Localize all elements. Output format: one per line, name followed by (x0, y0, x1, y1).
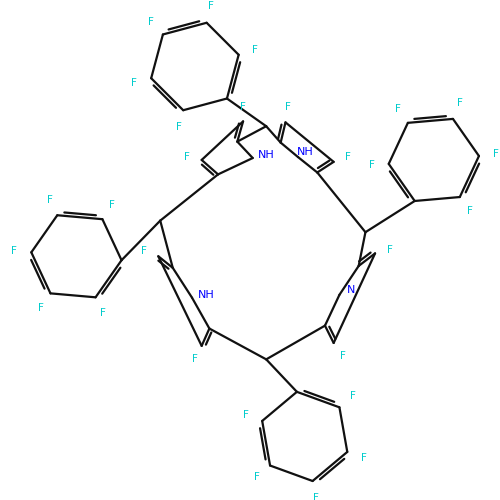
Text: F: F (345, 152, 351, 162)
Text: F: F (132, 78, 138, 88)
Text: F: F (110, 200, 116, 210)
Text: F: F (467, 206, 472, 216)
Text: F: F (243, 410, 249, 420)
Text: F: F (176, 122, 182, 132)
Text: F: F (286, 102, 292, 112)
Text: F: F (11, 246, 17, 256)
Text: F: F (100, 308, 106, 318)
Text: F: F (208, 1, 214, 11)
Text: F: F (240, 102, 246, 112)
Text: F: F (350, 391, 356, 401)
Text: F: F (254, 472, 260, 482)
Text: F: F (340, 350, 346, 360)
Text: NH: NH (258, 150, 274, 160)
Text: F: F (184, 152, 190, 162)
Text: F: F (494, 150, 499, 160)
Text: F: F (312, 493, 318, 500)
Text: F: F (141, 246, 147, 256)
Text: F: F (395, 104, 401, 114)
Text: F: F (47, 194, 53, 204)
Text: F: F (386, 244, 392, 254)
Text: F: F (458, 98, 463, 108)
Text: F: F (148, 17, 154, 27)
Text: F: F (360, 453, 366, 463)
Text: NH: NH (298, 147, 314, 157)
Text: F: F (38, 302, 44, 312)
Text: F: F (252, 46, 258, 56)
Text: N: N (347, 285, 355, 295)
Text: F: F (368, 160, 374, 170)
Text: NH: NH (198, 290, 215, 300)
Text: F: F (192, 354, 198, 364)
